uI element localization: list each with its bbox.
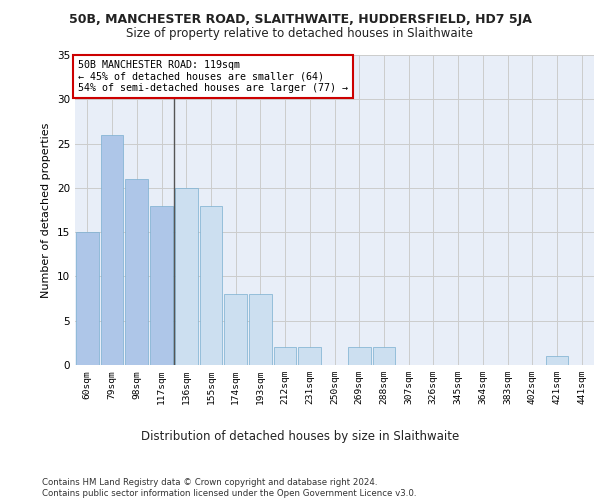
Text: Size of property relative to detached houses in Slaithwaite: Size of property relative to detached ho… bbox=[127, 28, 473, 40]
Bar bbox=[101, 134, 124, 365]
Text: Distribution of detached houses by size in Slaithwaite: Distribution of detached houses by size … bbox=[141, 430, 459, 443]
Bar bbox=[298, 348, 321, 365]
Bar bbox=[545, 356, 568, 365]
Bar bbox=[348, 348, 371, 365]
Bar bbox=[175, 188, 197, 365]
Bar bbox=[76, 232, 99, 365]
Bar bbox=[274, 348, 296, 365]
Bar bbox=[224, 294, 247, 365]
Text: 50B, MANCHESTER ROAD, SLAITHWAITE, HUDDERSFIELD, HD7 5JA: 50B, MANCHESTER ROAD, SLAITHWAITE, HUDDE… bbox=[68, 12, 532, 26]
Bar bbox=[200, 206, 222, 365]
Bar bbox=[150, 206, 173, 365]
Text: Contains HM Land Registry data © Crown copyright and database right 2024.
Contai: Contains HM Land Registry data © Crown c… bbox=[42, 478, 416, 498]
Bar bbox=[249, 294, 272, 365]
Text: 50B MANCHESTER ROAD: 119sqm
← 45% of detached houses are smaller (64)
54% of sem: 50B MANCHESTER ROAD: 119sqm ← 45% of det… bbox=[77, 60, 347, 93]
Bar bbox=[373, 348, 395, 365]
Y-axis label: Number of detached properties: Number of detached properties bbox=[41, 122, 52, 298]
Bar bbox=[125, 179, 148, 365]
